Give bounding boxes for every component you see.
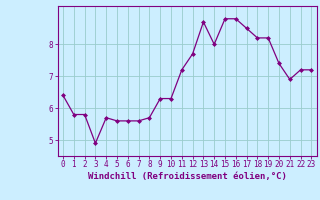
X-axis label: Windchill (Refroidissement éolien,°C): Windchill (Refroidissement éolien,°C) [88,172,287,181]
